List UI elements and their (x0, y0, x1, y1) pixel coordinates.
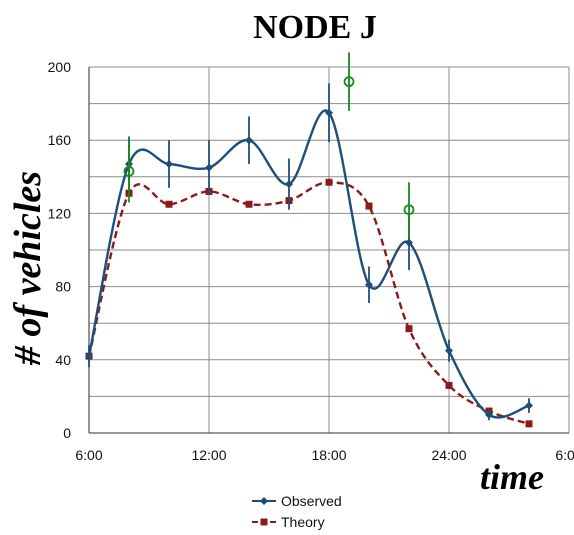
y-tick-label: 160 (48, 132, 72, 148)
observed-point (205, 163, 213, 172)
observed-point (365, 280, 373, 289)
green-point (123, 165, 135, 177)
y-tick-label: 0 (63, 425, 71, 441)
y-tick-label: 200 (48, 59, 72, 75)
theory-point (245, 200, 253, 208)
x-tick-label: 18:00 (311, 447, 346, 463)
observed-point (325, 108, 333, 117)
observed-point (165, 159, 173, 168)
y-tick-label: 40 (55, 352, 71, 368)
observed-point (405, 238, 413, 247)
theory-point (405, 325, 413, 333)
legend-theory-marker (260, 518, 268, 526)
x-tick-label: 6:00 (555, 447, 574, 463)
y-tick-label: 120 (48, 205, 72, 221)
axes (88, 67, 569, 434)
observed-point (485, 410, 493, 419)
legend-observed-label: Observed (281, 493, 342, 509)
green-point (403, 204, 415, 216)
legend-observed-marker (260, 497, 268, 505)
legend: Observed Theory (252, 493, 342, 530)
y-axis-label: # of vehicles (7, 171, 49, 366)
theory-point (445, 381, 453, 389)
observed-point (285, 180, 293, 189)
y-tick-label: 80 (55, 279, 71, 295)
observed-point (85, 352, 93, 361)
theory-series-line (87, 181, 530, 425)
theory-point (165, 200, 173, 208)
x-tick-label: 6:00 (75, 447, 102, 463)
theory-point (365, 202, 373, 210)
observed-series-line (87, 109, 530, 419)
green-point (343, 76, 355, 88)
observed-point (245, 136, 253, 145)
tick-labels: 0 40 80 120 160 200 6:00 12:00 18:00 24:00 6:00 (48, 59, 574, 463)
observed-point (525, 401, 533, 410)
series (85, 52, 533, 428)
x-axis-label: time (480, 457, 544, 497)
legend-theory-label: Theory (281, 514, 325, 530)
observed-point (445, 346, 453, 355)
theory-point (325, 178, 333, 186)
theory-point (525, 420, 533, 428)
x-tick-label: 24:00 (431, 447, 466, 463)
x-tick-label: 12:00 (191, 447, 226, 463)
chart-title: NODE J (253, 9, 377, 46)
